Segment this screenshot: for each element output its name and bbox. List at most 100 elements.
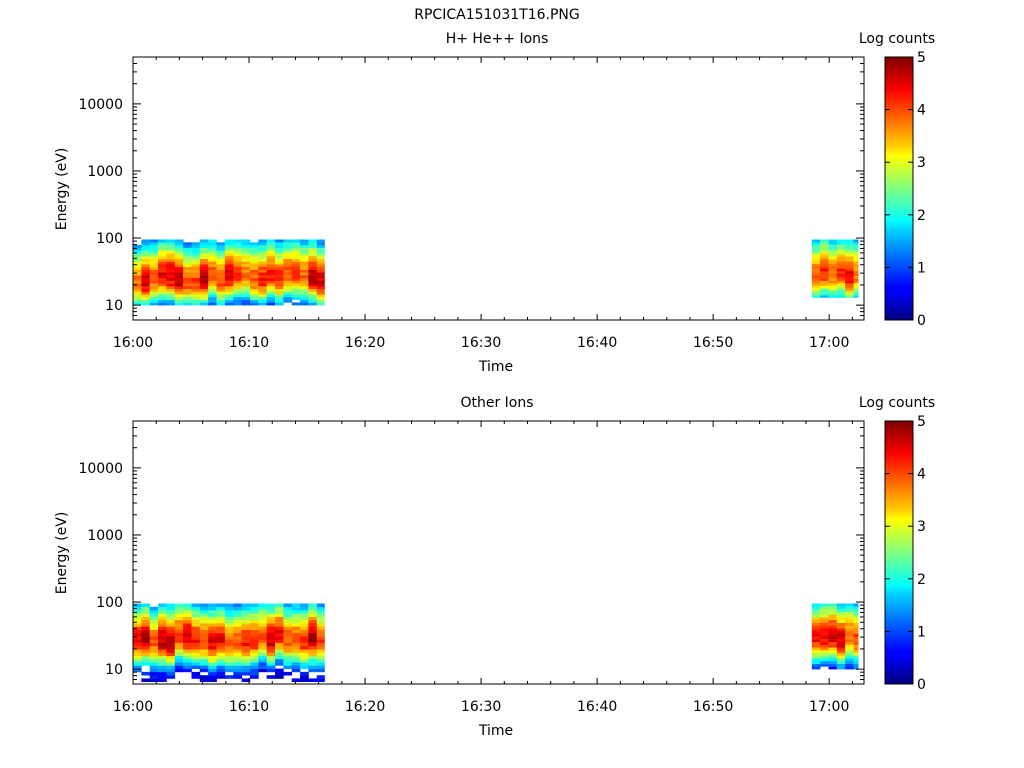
spectrogram-cell [820, 278, 829, 281]
spectrogram-cell [845, 266, 854, 269]
spectrogram-cell [828, 658, 838, 662]
spectrogram-cell [199, 286, 209, 289]
spectrogram-cell [845, 256, 854, 260]
spectrogram-cell [291, 619, 301, 624]
colorbar-tick-label: 4 [917, 467, 926, 483]
spectrogram-cell [258, 610, 267, 614]
spectrogram-cell [233, 655, 242, 660]
spectrogram-cell [199, 253, 209, 257]
spectrogram-cell [308, 616, 318, 621]
spectrogram-cell [836, 285, 846, 289]
spectrogram-cell [308, 242, 318, 246]
spectrogram-cell [158, 280, 167, 284]
spectrogram-cell [820, 614, 829, 618]
spectrogram-cell [141, 645, 151, 650]
spectrogram-cell [316, 261, 325, 265]
spectrogram-cell [208, 294, 217, 298]
spectrogram-cell [853, 273, 859, 276]
spectrogram-cell [208, 255, 217, 259]
spectrogram-cell [836, 292, 846, 296]
spectrogram-cell [174, 616, 184, 621]
spectrogram-cell [208, 280, 217, 284]
spectrogram-cell [216, 272, 226, 276]
spectrogram-cell [191, 603, 201, 608]
spectrogram-cell [853, 666, 859, 670]
spectrogram-cell [199, 610, 209, 614]
spectrogram-cell [250, 658, 259, 663]
spectrogram-cell [183, 296, 192, 300]
spectrogram-cell [258, 629, 267, 634]
spectrogram-cell [845, 249, 854, 252]
spectrogram-cell [208, 258, 217, 262]
spectrogram-cell [275, 239, 284, 243]
spectrogram-cell [836, 254, 846, 257]
spectrogram-cell [216, 288, 226, 292]
colorbar [884, 56, 914, 321]
spectrogram-cell [283, 247, 293, 251]
spectrogram-cell [191, 250, 201, 254]
spectrogram-cell [208, 239, 217, 243]
spectrogram-cell [208, 645, 217, 650]
spectrogram-cell [300, 272, 309, 276]
spectrogram-cell [224, 645, 234, 650]
spectrogram-cell [291, 275, 301, 279]
spectrogram-cell [208, 603, 217, 608]
spectrogram-cell [191, 616, 201, 621]
spectrogram-cell [241, 250, 251, 254]
spectrogram-cell [224, 652, 234, 656]
spectrogram-cell [149, 239, 159, 243]
spectrogram-cell [283, 288, 293, 292]
spectrogram-cell [283, 258, 293, 262]
spectrogram-cell [216, 291, 226, 295]
spectrogram-cell [216, 299, 226, 303]
spectrogram-cell [216, 662, 226, 666]
spectrogram-cell [250, 623, 259, 627]
spectrogram-cell [166, 258, 176, 262]
spectrogram-cell [811, 644, 821, 648]
spectrogram-cell [258, 253, 267, 257]
spectrogram-cell [300, 294, 309, 298]
y-tick-label: 100 [96, 231, 123, 247]
spectrogram-cell [183, 626, 192, 630]
spectrogram-cell [836, 647, 846, 651]
spectrogram-cell [828, 611, 838, 615]
spectrogram-cell [291, 626, 301, 630]
spectrogram-cell [836, 239, 846, 243]
spectrogram-cell [316, 302, 325, 306]
spectrogram-cell [133, 245, 142, 248]
spectrogram-cell [820, 241, 829, 245]
spectrogram-cell [316, 299, 325, 303]
spectrogram-cell [250, 255, 259, 259]
spectrogram-cell [828, 270, 838, 274]
spectrogram-cell [216, 250, 226, 254]
spectrogram-cell [174, 283, 184, 287]
spectrogram-cell [266, 613, 276, 617]
spectrogram-cell [158, 275, 167, 279]
y-tick-label: 10 [105, 298, 123, 314]
spectrogram-cell [199, 239, 209, 243]
spectrogram-cell [174, 269, 184, 273]
spectrogram-cell [811, 287, 821, 291]
spectrogram-cell [183, 642, 192, 647]
x-axis-label: Time [478, 723, 513, 739]
spectrogram-cell [166, 272, 176, 276]
spectrogram-cell [283, 245, 293, 248]
spectrogram-cell [836, 258, 846, 262]
spectrogram-cell [241, 242, 251, 246]
spectrogram-cell [216, 632, 226, 637]
spectrogram-cell [853, 622, 859, 626]
spectrogram-cell [233, 250, 242, 254]
spectrogram-cell [308, 294, 318, 298]
spectrogram-cell [258, 632, 267, 637]
spectrogram-cell [853, 256, 859, 260]
spectrogram-cell [316, 266, 325, 270]
spectrogram-cell [820, 650, 829, 653]
spectrogram-cell [275, 269, 284, 273]
spectrogram-cell [853, 606, 859, 610]
spectrogram-cell [291, 247, 301, 251]
spectrogram-cell [316, 239, 325, 243]
spectrogram-cell [283, 658, 293, 663]
spectrogram-cell [133, 299, 142, 303]
spectrogram-cell [266, 247, 276, 251]
spectrogram-cell [233, 266, 242, 270]
